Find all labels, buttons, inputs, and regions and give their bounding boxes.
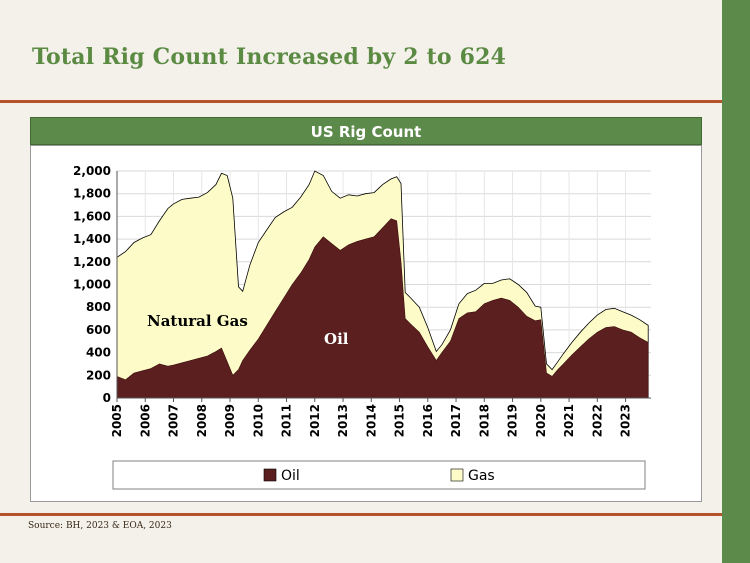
x-tick-label: 2010 — [251, 404, 265, 437]
source-note: Source: BH, 2023 & EOA, 2023 — [28, 521, 172, 531]
y-tick-label: 200 — [86, 368, 111, 382]
x-tick-label: 2017 — [449, 404, 463, 437]
y-tick-label: 800 — [86, 300, 111, 314]
annotation-natural-gas: Natural Gas — [147, 312, 248, 330]
x-tick-label: 2018 — [477, 404, 491, 437]
x-tick-label: 2021 — [562, 404, 576, 437]
y-tick-label: 0 — [103, 391, 111, 405]
x-tick-label: 2008 — [195, 404, 209, 437]
y-tick-label: 2,000 — [73, 164, 111, 178]
y-tick-label: 1,800 — [73, 187, 111, 201]
x-tick-label: 2007 — [167, 404, 181, 437]
x-tick-label: 2014 — [364, 404, 378, 437]
slide-title: Total Rig Count Increased by 2 to 624 — [32, 44, 507, 70]
x-tick-label: 2013 — [336, 404, 350, 437]
y-tick-label: 1,400 — [73, 232, 111, 246]
legend-swatch-oil — [263, 468, 277, 482]
top-divider — [0, 100, 722, 103]
x-tick-label: 2009 — [223, 404, 237, 437]
oil-area — [116, 218, 649, 399]
x-tick-label: 2019 — [506, 404, 520, 437]
y-tick-label: 600 — [86, 323, 111, 337]
chart-frame: 0 200 400 600 800 1,000 1,200 1,400 1,600 1,800 2,… — [30, 145, 702, 502]
x-tick-label: 2020 — [534, 404, 548, 437]
x-tick-label: 2012 — [308, 404, 322, 437]
x-tick-label: 2011 — [280, 404, 294, 437]
right-accent-bar — [722, 0, 750, 563]
rig-count-chart: 0 200 400 600 800 1,000 1,200 1,400 1,600 1,800 2,… — [73, 164, 651, 490]
y-tick-label: 1,000 — [73, 278, 111, 292]
x-tick-label: 2022 — [590, 404, 604, 437]
x-tick-label: 2005 — [110, 404, 124, 437]
x-tick-label: 2023 — [619, 404, 633, 437]
y-tick-label: 400 — [86, 346, 111, 360]
bottom-divider — [0, 513, 722, 516]
annotation-oil: Oil — [324, 330, 349, 348]
legend-label-oil: Oil — [281, 468, 300, 484]
legend-swatch-gas — [450, 468, 464, 482]
y-tick-label: 1,200 — [73, 255, 111, 269]
x-tick-label: 2006 — [138, 404, 152, 437]
x-tick-label: 2016 — [421, 404, 435, 437]
legend-box — [112, 460, 646, 490]
y-tick-label: 1,600 — [73, 209, 111, 223]
legend-label-gas: Gas — [468, 468, 495, 484]
x-tick-label: 2015 — [393, 404, 407, 437]
chart-title: US Rig Count — [30, 117, 702, 145]
